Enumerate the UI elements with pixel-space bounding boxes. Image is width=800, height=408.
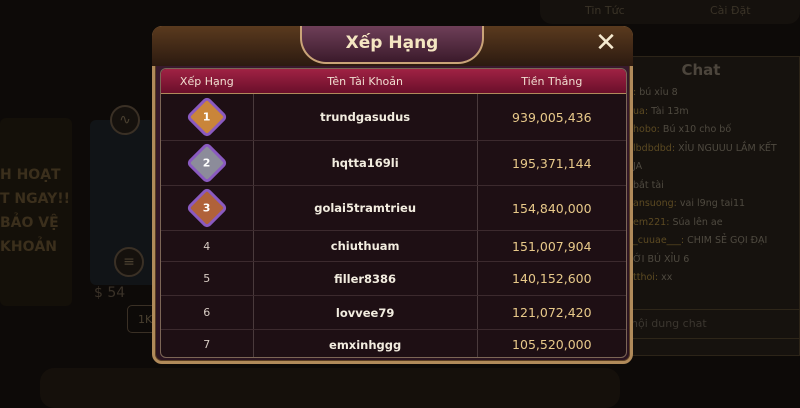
account-name: emxinhggg: [252, 330, 478, 357]
winnings-amount: 105,520,000: [512, 337, 592, 352]
chat-message: hobo: Bú x10 cho bố: [633, 124, 731, 135]
winnings-amount: 154,840,000: [512, 200, 592, 216]
modal-title: Xếp Hạng: [345, 33, 439, 53]
table-header: Xếp Hạng Tên Tài Khoản Tiền Thắng: [161, 69, 626, 94]
chat-user: lbdbdbd:: [633, 142, 676, 154]
menu-news[interactable]: Tin Tức: [585, 4, 625, 17]
chat-user: ansuong:: [633, 198, 677, 209]
chat-message: ua: Tài 13m: [633, 106, 689, 117]
rank-cell: 3: [161, 186, 253, 230]
menu-settings[interactable]: Cài Đặt: [710, 4, 751, 17]
account-name: golai5tramtrieu: [252, 186, 478, 230]
table-row[interactable]: 5 filler8386 140,152,600: [161, 262, 626, 296]
chat-message: bắt tài: [633, 180, 664, 191]
gold-medal-icon: 1: [185, 95, 229, 139]
chat-text: Súa lên ae: [672, 216, 723, 228]
promo-line: T NGAY!!: [0, 191, 71, 207]
chat-message: : bú xỉu 8: [633, 87, 678, 98]
chat-message: ỚI BÚ XỈU 6: [633, 254, 689, 265]
chat-text: xx: [661, 272, 673, 283]
rank-cell: 5: [203, 272, 211, 285]
table-row[interactable]: 2 hqtta169li 195,371,144: [161, 141, 626, 186]
chat-message: lbdbdbd: XỈU NGUUU LẮM KẾT: [633, 143, 777, 154]
winnings-amount: 195,371,144: [512, 155, 592, 171]
account-name: filler8386: [252, 262, 478, 295]
leaderboard-table: Xếp Hạng Tên Tài Khoản Tiền Thắng 1 trund…: [160, 68, 627, 358]
chat-message: ansuong: vai l9ng tai11: [633, 198, 745, 209]
promo-line: H HOẠT: [0, 167, 61, 183]
chart-icon[interactable]: ∿: [110, 105, 140, 135]
table-row[interactable]: 3 golai5tramtrieu 154,840,000: [161, 186, 626, 231]
rank-number: 1: [202, 110, 211, 124]
chat-user: _cuuae___:: [633, 235, 685, 246]
account-name: chiuthuam: [252, 231, 478, 261]
card-value: $ 54: [94, 285, 126, 301]
chat-user: :: [633, 87, 637, 98]
promo-line: KHOẢN: [0, 239, 58, 255]
rank-number: 3: [202, 201, 211, 215]
winnings-amount: 121,072,420: [512, 305, 592, 320]
chat-user: ua:: [633, 105, 649, 117]
rank-cell: 7: [203, 338, 211, 351]
chat-message: em221: Súa lên ae: [633, 217, 723, 228]
chat-text: vai l9ng tai11: [679, 198, 746, 209]
rank-number: 2: [202, 156, 211, 170]
table-row[interactable]: 1 trundgasudus 939,005,436: [161, 94, 626, 141]
table-row[interactable]: 7 emxinhggg 105,520,000: [161, 330, 626, 357]
rank-cell: 2: [161, 141, 253, 185]
chat-user: hobo:: [633, 124, 660, 135]
chat-message: tthoi: xx: [633, 272, 672, 283]
document-icon[interactable]: ≡: [114, 247, 144, 277]
title-tab: Xếp Hạng: [300, 26, 484, 64]
promo-line: BẢO VỆ: [0, 215, 59, 231]
silver-medal-icon: 2: [185, 141, 229, 185]
winnings-amount: 151,007,904: [512, 238, 592, 254]
bottom-bar: [40, 368, 620, 408]
rank-cell: 6: [203, 306, 211, 319]
winnings-amount: 939,005,436: [512, 109, 592, 125]
chat-user: tthoi:: [633, 272, 659, 283]
modal-header: Xếp Hạng ✕: [152, 26, 633, 66]
account-name: trundgasudus: [252, 94, 478, 140]
column-rank: Xếp Hạng: [179, 75, 234, 88]
chat-input[interactable]: nội dung chat: [631, 309, 800, 339]
chat-text: CHIM SẺ GỌI ĐẠI: [687, 235, 768, 246]
chat-text: XỈU NGUUU LẮM KẾT: [678, 142, 777, 154]
chat-text: JA: [633, 161, 643, 172]
chat-text: bú xỉu 8: [639, 87, 678, 98]
bronze-medal-icon: 3: [185, 186, 229, 230]
top-menu: Tin Tức Cài Đặt: [540, 0, 800, 24]
close-icon[interactable]: ✕: [595, 28, 617, 58]
column-winnings: Tiền Thắng: [521, 75, 583, 88]
column-account: Tên Tài Khoản: [327, 75, 403, 88]
table-row[interactable]: 6 lovvee79 121,072,420: [161, 296, 626, 330]
chat-message: _cuuae___: CHIM SẺ GỌI ĐẠI: [633, 235, 767, 246]
chat-text: Tài 13m: [651, 105, 689, 117]
chat-text: bắt tài: [633, 179, 664, 191]
chat-user: em221:: [633, 216, 670, 228]
chat-title: Chat: [681, 61, 721, 79]
rank-cell: 1: [161, 94, 253, 140]
leaderboard-modal: Xếp Hạng ✕ Xếp Hạng Tên Tài Khoản Tiền T…: [152, 26, 633, 364]
table-row[interactable]: 4 chiuthuam 151,007,904: [161, 231, 626, 262]
chat-text: Bú x10 cho bố: [662, 124, 732, 135]
chat-text: ỚI BÚ XỈU 6: [633, 253, 690, 265]
chat-panel: Chat : bú xỉu 8 ua: Tài 13m hobo: Bú x10 c…: [600, 56, 800, 356]
promo-banner: H HOẠT T NGAY!! BẢO VỆ KHOẢN: [0, 118, 72, 306]
chat-message: JA: [633, 161, 642, 172]
account-name: lovvee79: [252, 296, 478, 329]
winnings-amount: 140,152,600: [512, 271, 592, 286]
account-name: hqtta169li: [252, 141, 478, 185]
rank-cell: 4: [203, 239, 211, 253]
